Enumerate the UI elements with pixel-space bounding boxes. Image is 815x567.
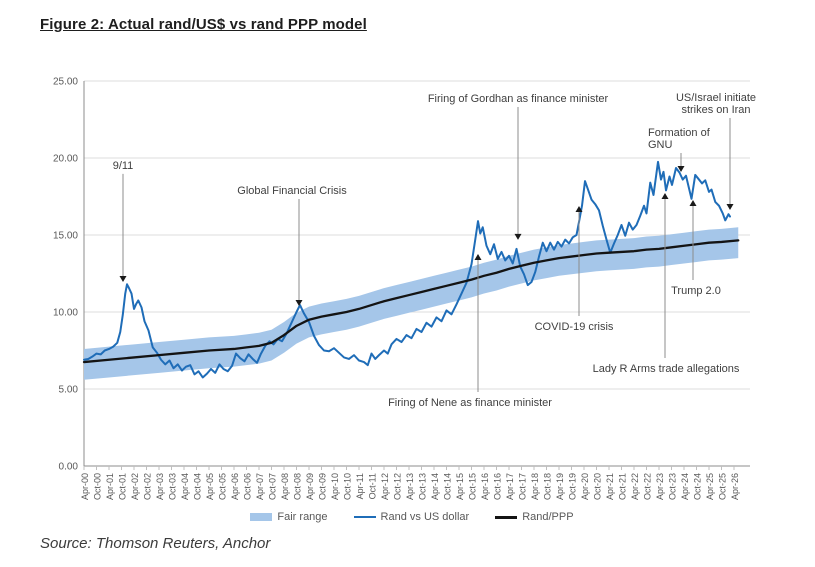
annotation-arrow-icon (575, 206, 583, 213)
x-axis-tick-label: Apr-10 (330, 473, 340, 500)
x-axis-tick-label: Apr-21 (605, 473, 615, 500)
x-axis-tick-label: Oct-06 (243, 473, 253, 500)
x-axis-tick-label: Oct-01 (118, 473, 128, 500)
x-axis-tick-label: Oct-16 (493, 473, 503, 500)
x-axis-tick-label: Apr-03 (155, 473, 165, 500)
rand-ppp-line-swatch-icon (495, 515, 518, 519)
x-axis-tick-label: Apr-16 (480, 473, 490, 500)
annotation-arrow-icon (514, 233, 522, 240)
x-axis-tick-label: Oct-14 (443, 473, 453, 500)
x-axis-tick-label: Oct-17 (518, 473, 528, 500)
x-axis-tick-label: Oct-18 (543, 473, 553, 500)
x-axis-tick-label: Oct-08 (293, 473, 303, 500)
x-axis-tick-label: Apr-09 (305, 473, 315, 500)
figure-title: Figure 2: Actual rand/US$ vs rand PPP mo… (40, 16, 367, 33)
x-axis-tick-label: Oct-11 (368, 473, 378, 499)
annotation-label: US/Israel initiate strikes on Iran (676, 92, 756, 116)
x-axis-tick-label: Oct-21 (618, 473, 628, 500)
x-axis-tick-label: Oct-19 (568, 473, 578, 500)
x-axis-tick-label: Oct-07 (268, 473, 278, 500)
rand-usd-line-swatch-icon (353, 515, 376, 519)
rand-vs-usd-line (83, 160, 731, 379)
x-axis-tick-label: Apr-23 (655, 473, 665, 500)
annotation-label: 9/11 (113, 160, 134, 172)
x-axis-tick-label: Apr-20 (580, 473, 590, 500)
x-axis-tick-label: Oct-10 (343, 473, 353, 500)
x-axis-tick-label: Apr-00 (80, 473, 90, 500)
annotation-arrow-icon (661, 192, 669, 199)
x-axis-tick-label: Oct-23 (668, 473, 678, 500)
y-axis-tick-label: 20.00 (53, 154, 78, 165)
x-axis-tick-label: Oct-02 (143, 473, 153, 500)
x-axis-tick-label: Apr-04 (180, 473, 190, 500)
annotation-arrow-icon (474, 253, 482, 260)
legend-item-rand-usd: Rand vs US dollar (353, 511, 470, 523)
x-axis-tick-label: Apr-02 (130, 473, 140, 500)
legend-label-fair-range: Fair range (277, 511, 328, 523)
x-axis-tick-label: Oct-00 (93, 473, 103, 500)
x-axis-tick-label: Oct-25 (718, 473, 728, 500)
x-axis-tick-label: Oct-12 (393, 473, 403, 500)
x-axis-tick-label: Apr-15 (455, 473, 465, 500)
annotation-label: COVID-19 crisis (535, 321, 614, 333)
x-axis-tick-label: Apr-01 (105, 473, 115, 500)
legend-item-fair-range: Fair range (250, 511, 328, 523)
fair-range-swatch-icon (250, 513, 273, 521)
x-axis-tick-label: Apr-24 (680, 473, 690, 500)
annotation-label: Global Financial Crisis (237, 185, 347, 197)
x-axis-tick-label: Apr-08 (280, 473, 290, 500)
x-axis-tick-label: Oct-03 (168, 473, 178, 500)
x-axis-tick-label: Oct-20 (593, 473, 603, 500)
x-axis-tick-label: Oct-22 (643, 473, 653, 500)
x-axis-tick-label: Apr-05 (205, 473, 215, 500)
y-axis-tick-label: 5.00 (59, 385, 79, 396)
source-note: Source: Thomson Reuters, Anchor (40, 535, 271, 552)
x-axis-tick-label: Apr-25 (705, 473, 715, 500)
annotation-arrow-icon (726, 204, 734, 211)
chart-legend: Fair range Rand vs US dollar Rand/PPP (84, 511, 740, 523)
x-axis-tick-label: Oct-04 (193, 473, 203, 500)
fair-range-band (84, 227, 739, 380)
annotation-arrow-icon (119, 275, 127, 282)
x-axis-tick-label: Apr-26 (730, 473, 740, 500)
x-axis-tick-label: Apr-19 (555, 473, 565, 500)
y-axis-tick-label: 15.00 (53, 231, 78, 242)
x-axis-tick-label: Oct-09 (318, 473, 328, 500)
x-axis-tick-label: Apr-06 (230, 473, 240, 500)
x-axis-tick-label: Apr-07 (255, 473, 265, 500)
annotation-label: Lady R Arms trade allegations (593, 363, 740, 375)
y-axis-tick-label: 10.00 (53, 308, 78, 319)
x-axis-tick-label: Apr-18 (530, 473, 540, 500)
annotation-label: Firing of Nene as finance minister (388, 397, 552, 409)
x-axis-tick-label: Apr-11 (355, 473, 365, 499)
y-axis-tick-label: 0.00 (59, 462, 79, 473)
x-axis-tick-label: Oct-05 (218, 473, 228, 500)
annotation-arrow-icon (295, 299, 303, 306)
annotation-label: Trump 2.0 (671, 285, 721, 297)
x-axis-tick-label: Apr-17 (505, 473, 515, 500)
legend-item-rand-ppp: Rand/PPP (495, 511, 574, 523)
annotation-label: Formation of GNU (648, 127, 711, 151)
annotation-label: Firing of Gordhan as finance minister (428, 93, 609, 105)
annotation-arrow-icon (677, 166, 685, 173)
x-axis-tick-label: Apr-22 (630, 473, 640, 500)
legend-label-rand-ppp: Rand/PPP (522, 511, 574, 523)
x-axis-tick-label: Oct-13 (418, 473, 428, 500)
x-axis-tick-label: Apr-14 (430, 473, 440, 500)
legend-label-rand-usd: Rand vs US dollar (380, 511, 470, 523)
x-axis-tick-label: Apr-13 (405, 473, 415, 500)
x-axis-tick-label: Oct-24 (693, 473, 703, 500)
x-axis-tick-label: Oct-15 (468, 473, 478, 500)
rand-ppp-line (82, 239, 740, 364)
annotation-arrow-icon (689, 200, 697, 207)
x-axis-tick-label: Apr-12 (380, 473, 390, 500)
y-axis-tick-label: 25.00 (53, 77, 78, 88)
